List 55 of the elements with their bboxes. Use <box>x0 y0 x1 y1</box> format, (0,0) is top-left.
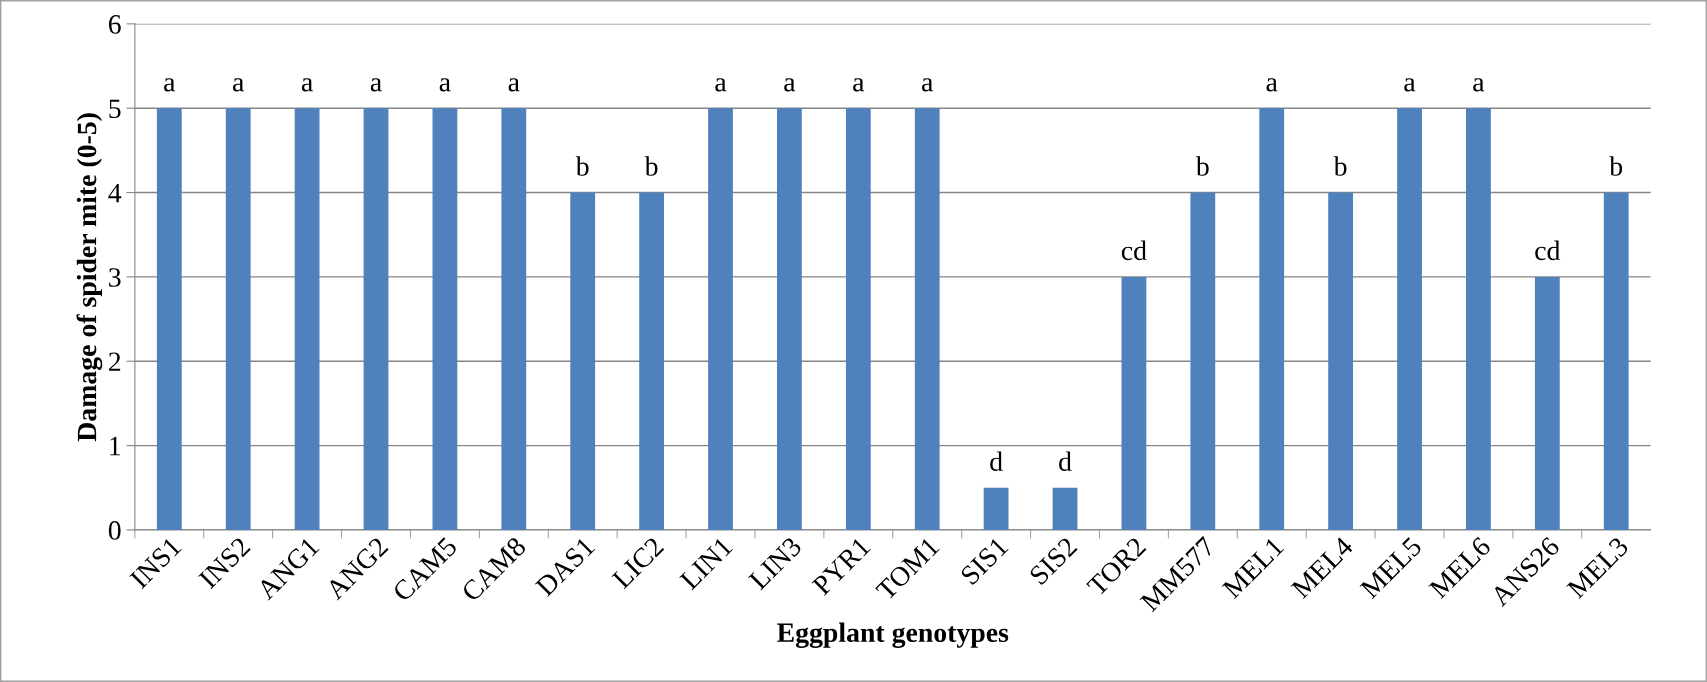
bar <box>156 108 182 530</box>
bar <box>501 108 527 530</box>
bar <box>1259 108 1285 530</box>
annotation: b <box>644 156 658 176</box>
annotation: b <box>1609 156 1623 176</box>
x-tick-label: SIS1 <box>959 536 1009 586</box>
bar <box>1466 108 1491 530</box>
bar <box>570 192 596 530</box>
bar <box>983 487 1009 530</box>
annotation: a <box>1266 78 1278 92</box>
bar <box>294 108 320 530</box>
bar <box>1052 487 1078 530</box>
y-tick-label: 1 <box>110 436 120 456</box>
y-axis-title: Damage of spider mite (0-5) <box>76 113 103 442</box>
annotation: a <box>853 78 865 92</box>
annotation: cd <box>1535 240 1561 261</box>
bar <box>1534 276 1560 530</box>
annotation: a <box>164 78 176 92</box>
annotation: a <box>233 78 244 92</box>
y-tick-label: 5 <box>109 99 121 119</box>
bar <box>1328 192 1354 530</box>
bar <box>845 108 871 530</box>
annotation: a <box>784 78 796 92</box>
y-tick-label: 6 <box>108 15 121 34</box>
y-tick-label: 0 <box>108 521 121 540</box>
bar <box>1121 276 1147 530</box>
annotation: a <box>301 78 313 92</box>
annotation: a <box>1473 78 1485 92</box>
annotation: d <box>1059 451 1072 471</box>
x-tick-label: SIS2 <box>1028 536 1078 586</box>
annotation: a <box>1404 78 1416 92</box>
annotation: a <box>922 78 933 92</box>
annotation: a <box>715 78 727 92</box>
bar <box>432 108 458 530</box>
bar <box>708 108 733 530</box>
y-tick-label: 4 <box>108 183 122 203</box>
annotation: cd <box>1121 240 1147 261</box>
bar <box>914 108 940 530</box>
bar <box>639 192 665 530</box>
annotation: a <box>508 78 520 92</box>
bar <box>363 108 389 530</box>
y-tick-label: 2 <box>108 352 121 371</box>
annotation: b <box>1333 156 1347 176</box>
annotation: a <box>370 78 382 92</box>
bar <box>777 108 802 530</box>
bar <box>1397 108 1422 530</box>
y-tick-label: 3 <box>109 268 121 287</box>
bar <box>1190 192 1216 530</box>
annotation: b <box>1195 156 1209 176</box>
bar <box>225 108 251 530</box>
annotation: b <box>575 156 589 176</box>
annotation: a <box>439 78 451 92</box>
annotation: d <box>990 451 1003 471</box>
bar <box>1603 192 1629 530</box>
x-axis-title: Eggplant genotypes <box>777 622 1009 648</box>
